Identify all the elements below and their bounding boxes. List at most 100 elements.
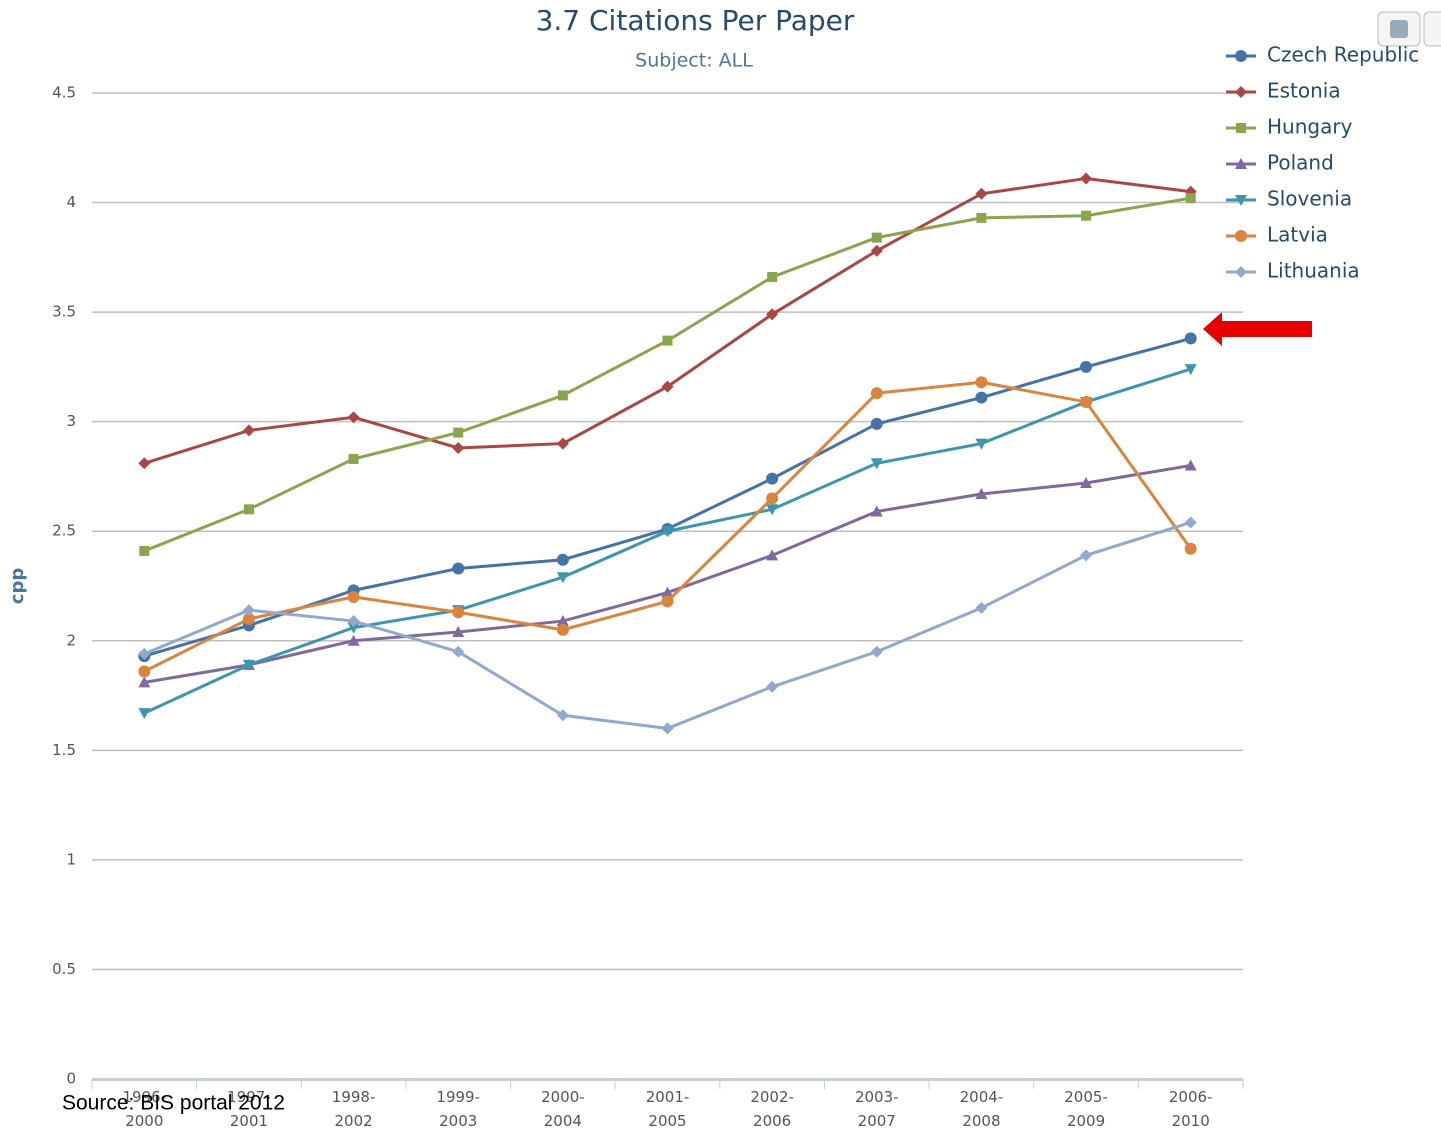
marker: [766, 549, 779, 561]
marker: [1080, 395, 1093, 408]
marker: [1185, 193, 1196, 204]
marker: [138, 647, 151, 660]
legend-label: Poland: [1267, 151, 1334, 175]
marker: [766, 680, 779, 693]
x-tick-label: 1999-2003: [436, 1088, 480, 1130]
marker: [975, 187, 988, 200]
y-tick-label: 4: [66, 193, 76, 211]
marker: [766, 504, 779, 516]
x-tick-label: 2002-2006: [750, 1088, 794, 1130]
marker: [347, 622, 360, 634]
marker: [1235, 50, 1247, 62]
marker: [661, 380, 674, 393]
series-line: [143, 367, 1192, 715]
marker: [347, 411, 360, 424]
x-tick-label: 1997-2001: [227, 1088, 271, 1130]
x-tick-label: 2001-2005: [646, 1088, 690, 1130]
x-tick-label: 2005-2009: [1064, 1088, 1108, 1130]
marker: [556, 553, 569, 566]
marker: [556, 623, 569, 636]
x-tick-label: 2004-2008: [960, 1088, 1004, 1130]
marker: [242, 659, 255, 671]
y-axis-label: cpp: [7, 568, 28, 605]
marker: [452, 606, 465, 619]
x-tick-label: 2000-2004: [541, 1088, 585, 1130]
marker: [975, 376, 988, 389]
y-tick-label: 2: [66, 631, 76, 649]
marker: [1080, 549, 1093, 562]
marker: [871, 232, 882, 243]
marker: [556, 572, 569, 584]
marker: [1081, 210, 1092, 221]
chart-title: 3.7 Citations Per Paper: [536, 4, 855, 37]
x-tick-label: 1998-2002: [332, 1088, 376, 1130]
marker: [662, 335, 673, 346]
marker: [1184, 364, 1197, 376]
legend-label: Slovenia: [1267, 187, 1352, 211]
marker: [870, 645, 883, 658]
marker: [766, 492, 779, 505]
marker: [1184, 542, 1197, 555]
x-tick-label: 2003-2007: [855, 1088, 899, 1130]
marker: [766, 308, 779, 321]
marker: [661, 586, 674, 598]
marker: [870, 458, 883, 470]
y-tick-label: 3: [66, 412, 76, 430]
print-button[interactable]: [1377, 11, 1441, 47]
marker: [1184, 332, 1197, 345]
marker: [1184, 459, 1197, 471]
marker: [975, 438, 988, 450]
marker: [1235, 230, 1247, 242]
marker: [556, 709, 569, 722]
marker: [243, 504, 254, 515]
y-tick-label: 1.5: [52, 741, 76, 759]
marker: [347, 615, 360, 628]
marker: [976, 212, 987, 223]
marker: [242, 604, 255, 617]
y-tick-label: 0.5: [52, 960, 76, 978]
print-icon: [1390, 20, 1408, 38]
marker: [139, 545, 150, 556]
marker: [975, 391, 988, 404]
chart-subtitle: Subject: ALL: [635, 50, 753, 72]
export-button[interactable]: [1423, 11, 1441, 47]
marker: [347, 634, 360, 646]
marker: [453, 427, 464, 438]
x-tick-label: 1996-2000: [123, 1088, 167, 1130]
marker: [767, 272, 778, 283]
legend-label: Hungary: [1267, 115, 1353, 139]
marker: [557, 390, 568, 401]
marker: [1235, 266, 1247, 278]
x-tick-label: 2006-2010: [1169, 1088, 1213, 1130]
marker: [452, 441, 465, 454]
marker: [242, 612, 255, 625]
marker: [1235, 195, 1247, 206]
series-line: [143, 521, 1192, 730]
series-line: [143, 196, 1191, 553]
marker: [661, 722, 674, 735]
marker: [347, 590, 360, 603]
marker: [138, 457, 151, 470]
marker: [1080, 172, 1093, 185]
marker: [556, 437, 569, 450]
marker: [1235, 86, 1247, 98]
annotation-arrow: [1203, 312, 1312, 346]
y-tick-label: 4.5: [52, 84, 76, 102]
marker: [452, 562, 465, 575]
marker: [870, 505, 883, 517]
plot-area: 0 0.5 1 1.5 2 2.5 3 3.5 4 4.5 1996-2000 1997-2001 19…: [52, 43, 1419, 1130]
legend-label: Lithuania: [1267, 259, 1360, 283]
marker: [1080, 477, 1093, 489]
marker: [452, 645, 465, 658]
legend-label: Czech Republic: [1267, 43, 1419, 67]
marker: [661, 526, 674, 538]
marker: [870, 417, 883, 430]
marker: [870, 244, 883, 257]
marker: [766, 472, 779, 485]
marker: [138, 676, 151, 688]
marker: [975, 487, 988, 499]
marker: [1184, 516, 1197, 529]
series-line: [144, 464, 1191, 684]
marker: [1236, 123, 1246, 133]
